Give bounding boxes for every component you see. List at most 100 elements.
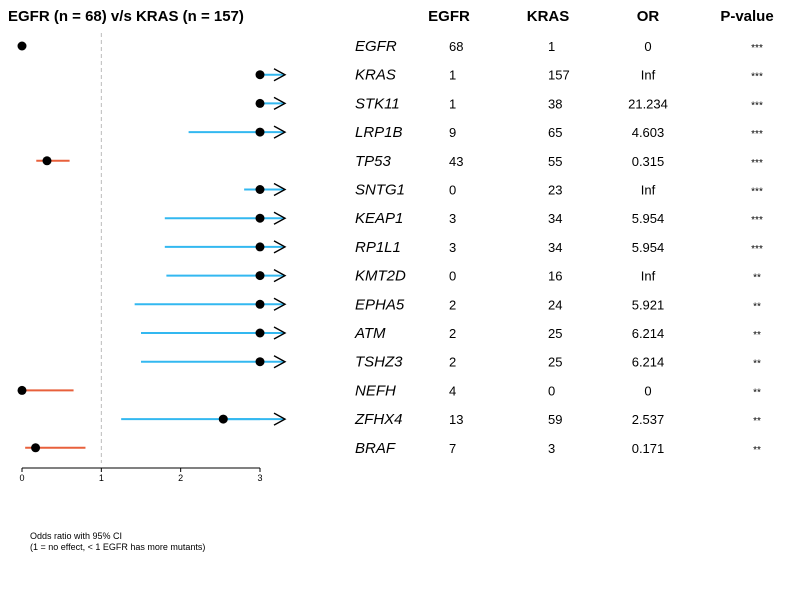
gene-label: ZFHX4 — [354, 411, 403, 428]
egfr-count: 3 — [449, 240, 456, 255]
p-value-stars: ** — [753, 387, 761, 398]
odds-ratio: 6.214 — [632, 326, 665, 341]
forest-row: NEFH 4 0 0 ** — [17, 382, 761, 399]
gene-label: KRAS — [355, 67, 396, 84]
kras-count: 34 — [548, 211, 562, 226]
forest-row: EGFR 68 1 0 *** — [17, 38, 763, 55]
column-header-pvalue: P-value — [720, 8, 773, 25]
arrow-head — [273, 240, 287, 254]
arrow-head — [273, 68, 287, 82]
x-axis: 0 1 2 3 — [19, 467, 263, 483]
forest-row: KEAP1 3 34 5.954 *** — [164, 210, 763, 227]
p-value-stars: ** — [753, 301, 761, 312]
odds-ratio: 5.954 — [632, 240, 665, 255]
estimate-point — [255, 299, 265, 309]
p-value-stars: *** — [751, 129, 763, 140]
gene-label: SNTG1 — [355, 182, 405, 199]
p-value-stars: ** — [753, 330, 761, 341]
kras-count: 3 — [548, 441, 555, 456]
column-header-egfr: EGFR — [428, 8, 470, 25]
forest-row: TSHZ3 2 25 6.214 ** — [141, 354, 761, 371]
p-value-stars: ** — [753, 445, 761, 456]
forest-row: EPHA5 2 24 5.921 ** — [134, 296, 761, 313]
arrow-head — [273, 297, 287, 311]
kras-count: 16 — [548, 269, 562, 284]
x-tick-label: 1 — [99, 473, 104, 483]
gene-label: NEFH — [355, 382, 396, 399]
estimate-point — [17, 385, 27, 395]
egfr-count: 2 — [449, 355, 456, 370]
odds-ratio: 2.537 — [632, 412, 665, 427]
arrow-head — [273, 211, 287, 225]
kras-count: 0 — [548, 383, 555, 398]
gene-label: STK11 — [355, 95, 400, 112]
p-value-stars: *** — [751, 158, 763, 169]
egfr-count: 0 — [449, 183, 456, 198]
forest-row: SNTG1 0 23 Inf *** — [244, 182, 763, 199]
kras-count: 23 — [548, 183, 562, 198]
p-value-stars: ** — [753, 416, 761, 427]
kras-count: 25 — [548, 355, 562, 370]
odds-ratio: 0.171 — [632, 441, 665, 456]
egfr-count: 1 — [449, 96, 456, 111]
x-tick-label: 2 — [178, 473, 183, 483]
egfr-count: 7 — [449, 441, 456, 456]
arrow-head — [273, 412, 287, 426]
estimate-point — [255, 271, 265, 281]
gene-label: RP1L1 — [355, 239, 401, 256]
odds-ratio: Inf — [641, 269, 656, 284]
forest-row: ZFHX4 13 59 2.537 ** — [121, 411, 761, 428]
forest-row: BRAF 7 3 0.171 ** — [25, 440, 761, 457]
arrow-head — [273, 268, 287, 283]
footnote-line-2: (1 = no effect, < 1 EGFR has more mutant… — [30, 542, 205, 552]
kras-count: 59 — [548, 412, 562, 427]
estimate-point — [255, 185, 265, 194]
odds-ratio: 0 — [644, 39, 651, 54]
gene-label: BRAF — [355, 440, 396, 457]
egfr-count: 1 — [449, 68, 456, 83]
egfr-count: 43 — [449, 154, 463, 169]
footnote-line-1: Odds ratio with 95% CI — [30, 531, 122, 541]
gene-label: TP53 — [355, 153, 392, 170]
kras-count: 38 — [548, 96, 562, 111]
forest-row: STK11 1 38 21.234 *** — [255, 95, 763, 112]
estimate-point — [255, 213, 265, 223]
odds-ratio: 0.315 — [632, 154, 665, 169]
p-value-stars: *** — [751, 72, 763, 83]
egfr-count: 2 — [449, 326, 456, 341]
p-value-stars: *** — [751, 215, 763, 226]
odds-ratio: 6.214 — [632, 355, 665, 370]
estimate-point — [255, 70, 265, 80]
kras-count: 65 — [548, 125, 562, 140]
egfr-count: 2 — [449, 297, 456, 312]
column-header-or: OR — [637, 8, 660, 25]
odds-ratio: Inf — [641, 183, 656, 198]
x-tick-label: 0 — [19, 473, 24, 483]
estimate-point — [255, 127, 265, 137]
odds-ratio: 0 — [644, 383, 651, 398]
odds-ratio: 5.954 — [632, 211, 665, 226]
estimate-point — [255, 328, 265, 338]
estimate-point — [255, 242, 265, 252]
chart-title: EGFR (n = 68) v/s KRAS (n = 157) — [8, 8, 244, 25]
kras-count: 24 — [548, 297, 562, 312]
p-value-stars: ** — [753, 273, 761, 284]
kras-count: 34 — [548, 240, 562, 255]
kras-count: 25 — [548, 326, 562, 341]
arrow-head — [273, 326, 287, 340]
gene-label: EGFR — [355, 38, 397, 55]
forest-row: KMT2D 0 16 Inf ** — [166, 268, 761, 285]
p-value-stars: *** — [751, 187, 763, 198]
egfr-count: 68 — [449, 39, 463, 54]
arrow-head — [273, 125, 287, 139]
estimate-point — [255, 357, 265, 367]
kras-count: 55 — [548, 154, 562, 169]
column-header-kras: KRAS — [527, 8, 570, 25]
forest-row: TP53 43 55 0.315 *** — [36, 153, 763, 170]
p-value-stars: *** — [751, 244, 763, 255]
p-value-stars: *** — [751, 100, 763, 111]
p-value-stars: ** — [753, 359, 761, 370]
odds-ratio: 21.234 — [628, 96, 668, 111]
estimate-point — [42, 156, 52, 166]
